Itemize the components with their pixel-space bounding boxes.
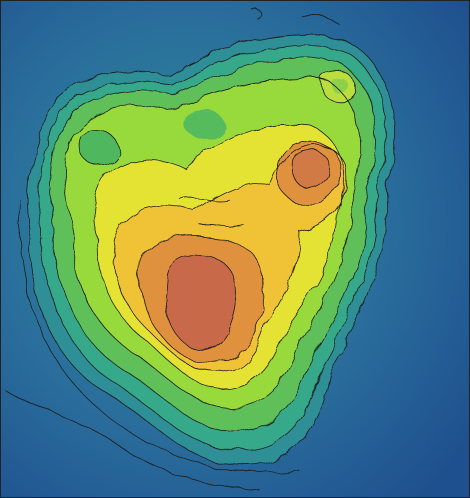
contour-line-3 <box>50 57 376 433</box>
hill-top-right-core <box>331 78 349 94</box>
relief-peak-secondary <box>291 149 329 189</box>
contour-line-8 <box>165 255 237 351</box>
contour-line-12 <box>77 129 121 167</box>
contour-lines <box>4 6 395 491</box>
contour-line-14 <box>4 389 261 491</box>
contour-line-11 <box>320 71 357 102</box>
contour-line-6 <box>112 143 347 373</box>
contour-line-1 <box>27 34 395 466</box>
contour-line-2 <box>39 44 387 451</box>
contour-line-13 <box>19 199 301 473</box>
contour-line-10 <box>291 149 329 189</box>
cove-top <box>182 109 225 139</box>
contour-line-5 <box>93 123 345 391</box>
contour-line-4 <box>63 77 361 409</box>
cove-left <box>78 130 120 166</box>
contour-line-16 <box>179 198 246 228</box>
contour-line-9 <box>277 140 341 206</box>
contour-line-15 <box>249 6 341 26</box>
relief-peak-main <box>165 255 237 351</box>
contour-line-7 <box>138 233 263 364</box>
